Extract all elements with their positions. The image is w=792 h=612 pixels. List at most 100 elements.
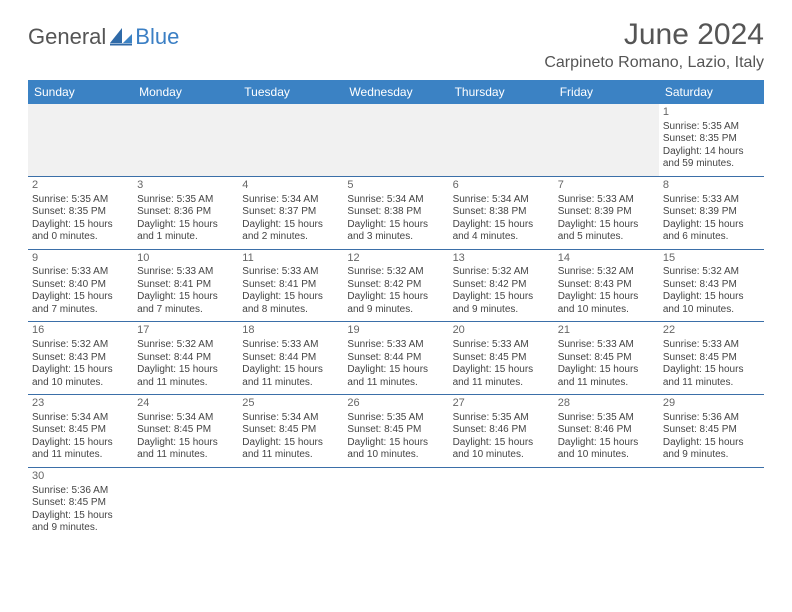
- sunset-text: Sunset: 8:35 PM: [32, 206, 129, 219]
- sunset-text: Sunset: 8:46 PM: [558, 424, 655, 437]
- day-cell: 28Sunrise: 5:35 AMSunset: 8:46 PMDayligh…: [554, 395, 659, 468]
- daylight-text: and 9 minutes.: [347, 304, 444, 317]
- day-cell: 17Sunrise: 5:32 AMSunset: 8:44 PMDayligh…: [133, 322, 238, 395]
- sunrise-text: Sunrise: 5:34 AM: [137, 412, 234, 425]
- day-number: 13: [453, 252, 550, 266]
- dayhead-mon: Monday: [133, 80, 238, 104]
- sunrise-text: Sunrise: 5:35 AM: [453, 412, 550, 425]
- calendar-table: Sunday Monday Tuesday Wednesday Thursday…: [28, 80, 764, 540]
- day-cell: 19Sunrise: 5:33 AMSunset: 8:44 PMDayligh…: [343, 322, 448, 395]
- sunrise-text: Sunrise: 5:33 AM: [663, 339, 760, 352]
- day-cell: 24Sunrise: 5:34 AMSunset: 8:45 PMDayligh…: [133, 395, 238, 468]
- sunrise-text: Sunrise: 5:35 AM: [347, 412, 444, 425]
- sunrise-text: Sunrise: 5:33 AM: [663, 194, 760, 207]
- daylight-text: and 7 minutes.: [32, 304, 129, 317]
- daylight-text: and 0 minutes.: [32, 231, 129, 244]
- daylight-text: and 9 minutes.: [32, 522, 129, 535]
- sunset-text: Sunset: 8:45 PM: [663, 424, 760, 437]
- sunset-text: Sunset: 8:44 PM: [347, 352, 444, 365]
- day-cell: 13Sunrise: 5:32 AMSunset: 8:42 PMDayligh…: [449, 249, 554, 322]
- daylight-text: and 11 minutes.: [663, 377, 760, 390]
- sunrise-text: Sunrise: 5:33 AM: [558, 194, 655, 207]
- day-cell: 25Sunrise: 5:34 AMSunset: 8:45 PMDayligh…: [238, 395, 343, 468]
- daylight-text: Daylight: 15 hours: [453, 364, 550, 377]
- day-header-row: Sunday Monday Tuesday Wednesday Thursday…: [28, 80, 764, 104]
- day-number: 3: [137, 179, 234, 193]
- sunset-text: Sunset: 8:39 PM: [558, 206, 655, 219]
- daylight-text: and 11 minutes.: [558, 377, 655, 390]
- daylight-text: and 11 minutes.: [453, 377, 550, 390]
- sunset-text: Sunset: 8:43 PM: [558, 279, 655, 292]
- sunset-text: Sunset: 8:39 PM: [663, 206, 760, 219]
- day-number: 5: [347, 179, 444, 193]
- week-row: 16Sunrise: 5:32 AMSunset: 8:43 PMDayligh…: [28, 322, 764, 395]
- sunrise-text: Sunrise: 5:34 AM: [242, 194, 339, 207]
- daylight-text: Daylight: 15 hours: [137, 437, 234, 450]
- sunset-text: Sunset: 8:38 PM: [347, 206, 444, 219]
- dayhead-thu: Thursday: [449, 80, 554, 104]
- day-cell: [238, 104, 343, 176]
- day-number: 30: [32, 470, 129, 484]
- daylight-text: and 9 minutes.: [453, 304, 550, 317]
- sunset-text: Sunset: 8:38 PM: [453, 206, 550, 219]
- week-row: 9Sunrise: 5:33 AMSunset: 8:40 PMDaylight…: [28, 249, 764, 322]
- sunset-text: Sunset: 8:45 PM: [347, 424, 444, 437]
- day-cell: 11Sunrise: 5:33 AMSunset: 8:41 PMDayligh…: [238, 249, 343, 322]
- sunrise-text: Sunrise: 5:32 AM: [663, 266, 760, 279]
- daylight-text: and 10 minutes.: [453, 449, 550, 462]
- daylight-text: Daylight: 15 hours: [347, 291, 444, 304]
- sunset-text: Sunset: 8:37 PM: [242, 206, 339, 219]
- daylight-text: and 10 minutes.: [558, 449, 655, 462]
- sunrise-text: Sunrise: 5:32 AM: [453, 266, 550, 279]
- week-row: 1Sunrise: 5:35 AMSunset: 8:35 PMDaylight…: [28, 104, 764, 176]
- sunrise-text: Sunrise: 5:34 AM: [242, 412, 339, 425]
- day-cell: 16Sunrise: 5:32 AMSunset: 8:43 PMDayligh…: [28, 322, 133, 395]
- sunrise-text: Sunrise: 5:35 AM: [663, 121, 760, 134]
- daylight-text: and 5 minutes.: [558, 231, 655, 244]
- dayhead-wed: Wednesday: [343, 80, 448, 104]
- sunrise-text: Sunrise: 5:33 AM: [558, 339, 655, 352]
- day-number: 26: [347, 397, 444, 411]
- sunset-text: Sunset: 8:45 PM: [32, 497, 129, 510]
- page-header: General Blue June 2024 Carpineto Romano,…: [28, 18, 764, 72]
- month-title: June 2024: [544, 18, 764, 52]
- title-block: June 2024 Carpineto Romano, Lazio, Italy: [544, 18, 764, 72]
- sunset-text: Sunset: 8:45 PM: [453, 352, 550, 365]
- daylight-text: Daylight: 15 hours: [663, 364, 760, 377]
- day-number: 25: [242, 397, 339, 411]
- daylight-text: Daylight: 15 hours: [242, 437, 339, 450]
- daylight-text: and 7 minutes.: [137, 304, 234, 317]
- daylight-text: Daylight: 15 hours: [347, 219, 444, 232]
- day-number: 2: [32, 179, 129, 193]
- day-cell: 29Sunrise: 5:36 AMSunset: 8:45 PMDayligh…: [659, 395, 764, 468]
- sunset-text: Sunset: 8:44 PM: [242, 352, 339, 365]
- sunset-text: Sunset: 8:40 PM: [32, 279, 129, 292]
- daylight-text: Daylight: 15 hours: [453, 437, 550, 450]
- sunrise-text: Sunrise: 5:32 AM: [347, 266, 444, 279]
- sunrise-text: Sunrise: 5:34 AM: [32, 412, 129, 425]
- daylight-text: and 11 minutes.: [137, 377, 234, 390]
- sunrise-text: Sunrise: 5:35 AM: [32, 194, 129, 207]
- daylight-text: Daylight: 14 hours: [663, 146, 760, 159]
- brand-text-2: Blue: [135, 24, 179, 50]
- daylight-text: Daylight: 15 hours: [347, 364, 444, 377]
- daylight-text: and 59 minutes.: [663, 158, 760, 171]
- daylight-text: and 10 minutes.: [347, 449, 444, 462]
- sunset-text: Sunset: 8:45 PM: [663, 352, 760, 365]
- daylight-text: Daylight: 15 hours: [558, 291, 655, 304]
- day-number: 8: [663, 179, 760, 193]
- dayhead-tue: Tuesday: [238, 80, 343, 104]
- daylight-text: Daylight: 15 hours: [242, 219, 339, 232]
- daylight-text: Daylight: 15 hours: [137, 219, 234, 232]
- daylight-text: Daylight: 15 hours: [32, 437, 129, 450]
- day-cell: 30Sunrise: 5:36 AMSunset: 8:45 PMDayligh…: [28, 467, 133, 539]
- sunrise-text: Sunrise: 5:34 AM: [453, 194, 550, 207]
- day-cell: 6Sunrise: 5:34 AMSunset: 8:38 PMDaylight…: [449, 176, 554, 249]
- day-cell: [133, 104, 238, 176]
- week-row: 30Sunrise: 5:36 AMSunset: 8:45 PMDayligh…: [28, 467, 764, 539]
- daylight-text: Daylight: 15 hours: [347, 437, 444, 450]
- daylight-text: Daylight: 15 hours: [558, 364, 655, 377]
- daylight-text: and 11 minutes.: [242, 449, 339, 462]
- day-cell: [554, 467, 659, 539]
- day-cell: 8Sunrise: 5:33 AMSunset: 8:39 PMDaylight…: [659, 176, 764, 249]
